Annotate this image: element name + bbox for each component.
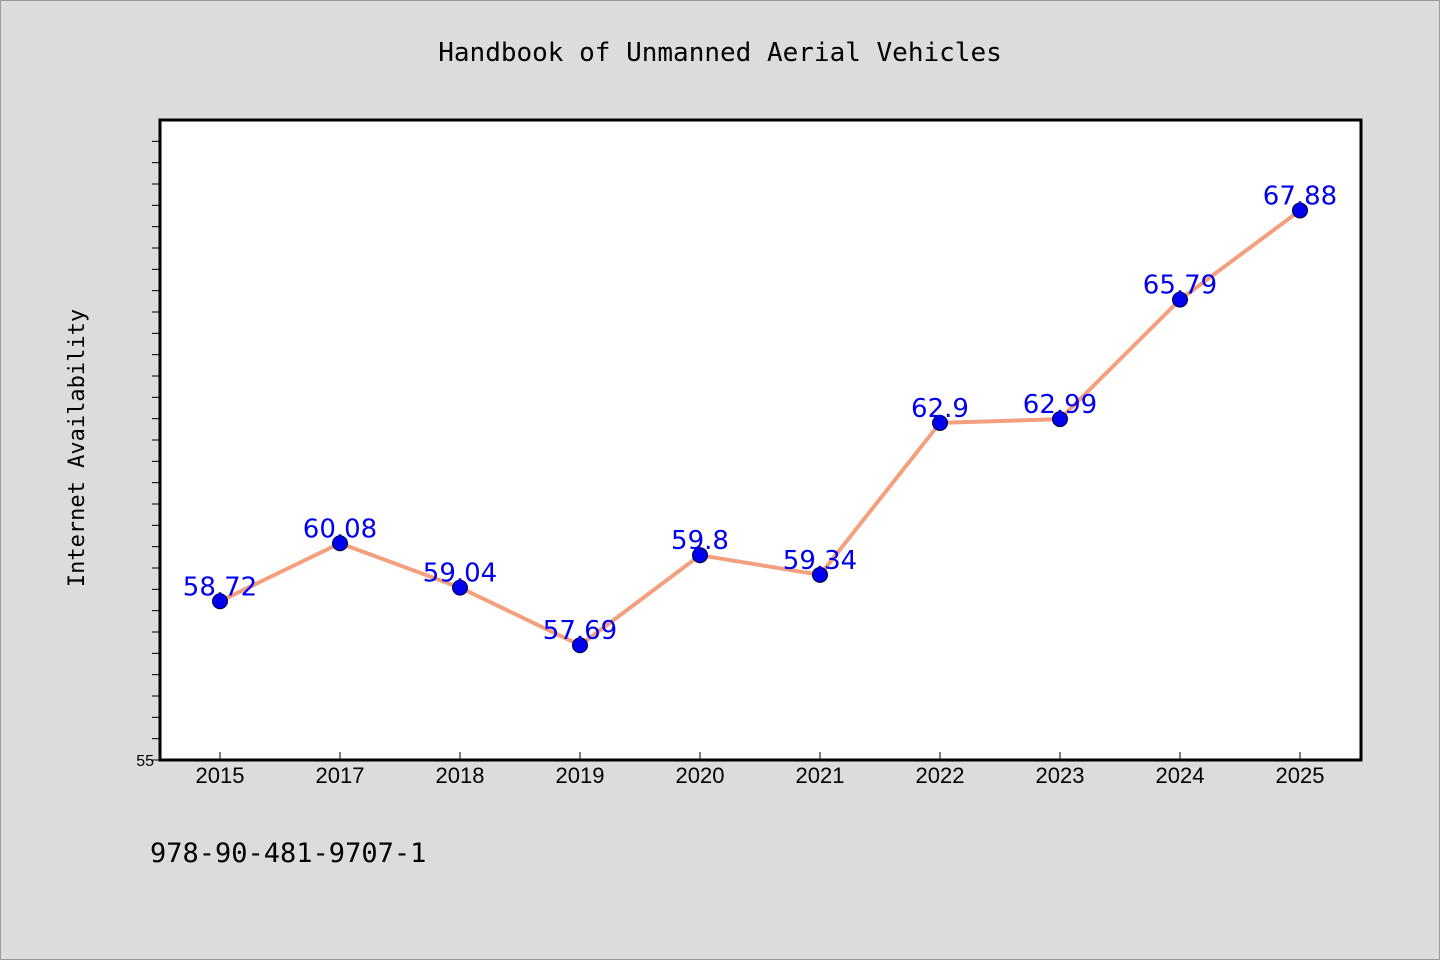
- x-tick-label: 2020: [676, 763, 725, 788]
- x-tick-label: 2024: [1156, 763, 1205, 788]
- y-axis-ticks: 55: [136, 140, 160, 770]
- data-point: [452, 579, 468, 596]
- y-axis-label: Internet Availability: [65, 309, 90, 587]
- data-point: [572, 637, 588, 654]
- series-line: [219, 208, 1302, 648]
- data-point: [1292, 202, 1308, 219]
- x-tick-label: 2022: [916, 763, 965, 788]
- data-labels: 58.72 60.08 59.04 57.69 59.8 59.34 62.9 62.99 65…: [183, 181, 1337, 646]
- data-label: 58.72: [183, 572, 257, 602]
- x-tick-label: 2021: [796, 763, 845, 788]
- data-label: 62.99: [1023, 390, 1097, 420]
- x-tick-label: 2018: [436, 763, 485, 788]
- x-tick-label: 2017: [316, 763, 365, 788]
- data-point: [332, 535, 348, 552]
- data-label: 67.88: [1263, 181, 1337, 211]
- data-label: 59.8: [671, 526, 729, 556]
- data-point: [212, 593, 228, 610]
- isbn-text: 978-90-481-9707-1: [150, 838, 426, 869]
- data-label: 59.34: [783, 546, 857, 576]
- data-point: [1172, 291, 1188, 308]
- plot-area: [158, 118, 1363, 762]
- data-label: 60.08: [303, 514, 377, 544]
- data-markers: [212, 202, 1308, 654]
- data-label: 65.79: [1143, 271, 1217, 301]
- data-point: [812, 566, 828, 583]
- x-tick-label: 2019: [556, 763, 605, 788]
- x-tick-label: 2015: [196, 763, 245, 788]
- data-point: [692, 547, 708, 564]
- data-point: [932, 414, 948, 431]
- y-tick-label: 55: [136, 753, 154, 770]
- x-axis-ticks: 2015 2017 2018 2019 2020 2021 2022 2023 2024 2025: [196, 752, 1325, 788]
- x-tick-label: 2023: [1036, 763, 1085, 788]
- data-point: [1052, 411, 1068, 428]
- x-tick-label: 2025: [1276, 763, 1325, 788]
- data-label: 62.9: [911, 394, 969, 424]
- data-label: 59.04: [423, 559, 497, 589]
- chart-title: Handbook of Unmanned Aerial Vehicles: [438, 38, 1002, 68]
- data-label: 57.69: [543, 616, 617, 646]
